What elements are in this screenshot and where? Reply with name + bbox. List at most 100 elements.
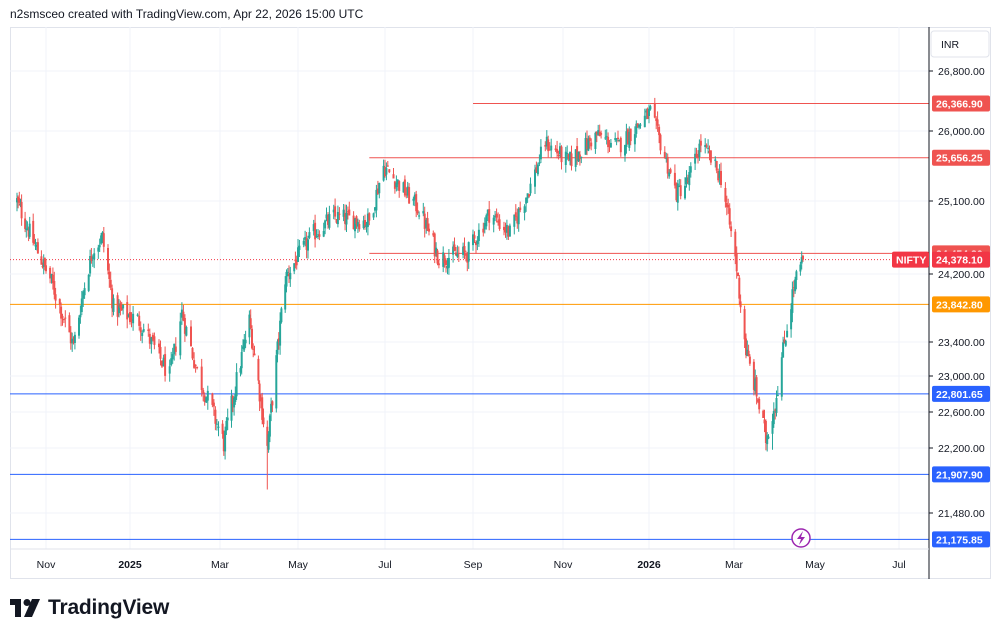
candle [446, 258, 449, 275]
level-price-tag-bg [932, 95, 990, 112]
candle-body [73, 334, 76, 343]
candle-body [41, 266, 44, 268]
candle [645, 108, 648, 120]
candle-body [628, 131, 631, 148]
candle-body [534, 169, 536, 187]
candle [358, 219, 361, 232]
currency-button[interactable]: INR [930, 30, 990, 58]
candle [488, 201, 491, 231]
candle-body [261, 397, 264, 420]
candle-body [111, 288, 114, 309]
candle-body [665, 157, 668, 160]
candle [714, 156, 717, 168]
candle [243, 334, 246, 352]
candle-body [69, 332, 72, 344]
candle-body [791, 289, 794, 313]
candle [79, 305, 82, 324]
level-price-tag-bg [932, 296, 990, 313]
candle [73, 331, 76, 350]
candle-body [486, 209, 489, 216]
candle [393, 180, 396, 194]
candle-body [35, 245, 38, 247]
candle [372, 212, 375, 220]
chart-frame [10, 27, 991, 579]
candle-body [307, 239, 309, 251]
candle-body [802, 255, 804, 260]
candle-body [754, 378, 757, 392]
candle-body [786, 330, 789, 338]
candle-body [415, 194, 418, 212]
candle-body [714, 159, 717, 161]
time-tick-label: May [288, 559, 309, 571]
candle-body [707, 147, 710, 149]
candle-body [507, 226, 510, 237]
candle [743, 305, 746, 348]
candle-body [109, 279, 112, 288]
candle [120, 301, 123, 311]
candle-body [190, 326, 192, 347]
candle [244, 330, 247, 348]
candle [455, 247, 457, 256]
candle-body [694, 153, 697, 164]
candle [64, 310, 67, 328]
candle [658, 124, 661, 144]
candle-body [523, 206, 526, 213]
candle-body [239, 368, 242, 373]
candle-body [476, 240, 479, 245]
candle [108, 263, 111, 288]
candle-body [416, 210, 419, 214]
candle [628, 126, 631, 151]
candle [376, 180, 379, 195]
candle [335, 219, 338, 224]
candle [704, 138, 707, 154]
candle [791, 281, 794, 323]
candle-body [528, 194, 531, 197]
candle [784, 339, 787, 347]
tradingview-logo[interactable]: TradingView [10, 596, 169, 620]
price-chart[interactable]: 26,800.00 26,000.00 25,100.00 24,200.00 23,4… [10, 27, 991, 579]
candle-body [425, 219, 428, 228]
candle-body [738, 277, 741, 299]
symbol-tag-bg [892, 251, 929, 268]
candle [342, 204, 345, 222]
candle-body [139, 327, 142, 333]
candle [423, 206, 426, 238]
candle [54, 287, 57, 309]
candle [233, 396, 236, 416]
candle [708, 145, 711, 161]
candle-body [365, 224, 368, 228]
candle-body [466, 253, 469, 263]
candle-body [90, 256, 93, 261]
candle-body [614, 138, 617, 140]
candle-body [748, 356, 751, 364]
candle [119, 300, 122, 316]
candle [183, 314, 186, 342]
candle-body [475, 242, 477, 246]
candle-body [550, 145, 553, 151]
candle-body [764, 421, 767, 443]
candle [132, 306, 135, 331]
candle-body [724, 188, 727, 202]
candle [482, 222, 485, 237]
candle-body [567, 154, 570, 159]
candle [775, 390, 778, 417]
candle [608, 139, 611, 152]
candle-body [148, 333, 151, 344]
candle-body [302, 240, 305, 245]
candle-body [129, 312, 131, 323]
candle-body [626, 129, 629, 145]
candle-body [686, 180, 689, 182]
candle-body [211, 393, 214, 405]
lightning-icon[interactable] [791, 528, 811, 548]
candle-body [304, 237, 307, 240]
candle-body [267, 434, 270, 450]
candle-body [328, 214, 331, 228]
candle [71, 332, 74, 352]
level-price-tag: 21,175.85 [932, 531, 990, 548]
candle-body [180, 309, 183, 318]
candle-body [635, 123, 638, 134]
candle-body [50, 274, 53, 278]
candle [513, 214, 516, 235]
candle [40, 250, 43, 265]
candle [497, 212, 500, 226]
